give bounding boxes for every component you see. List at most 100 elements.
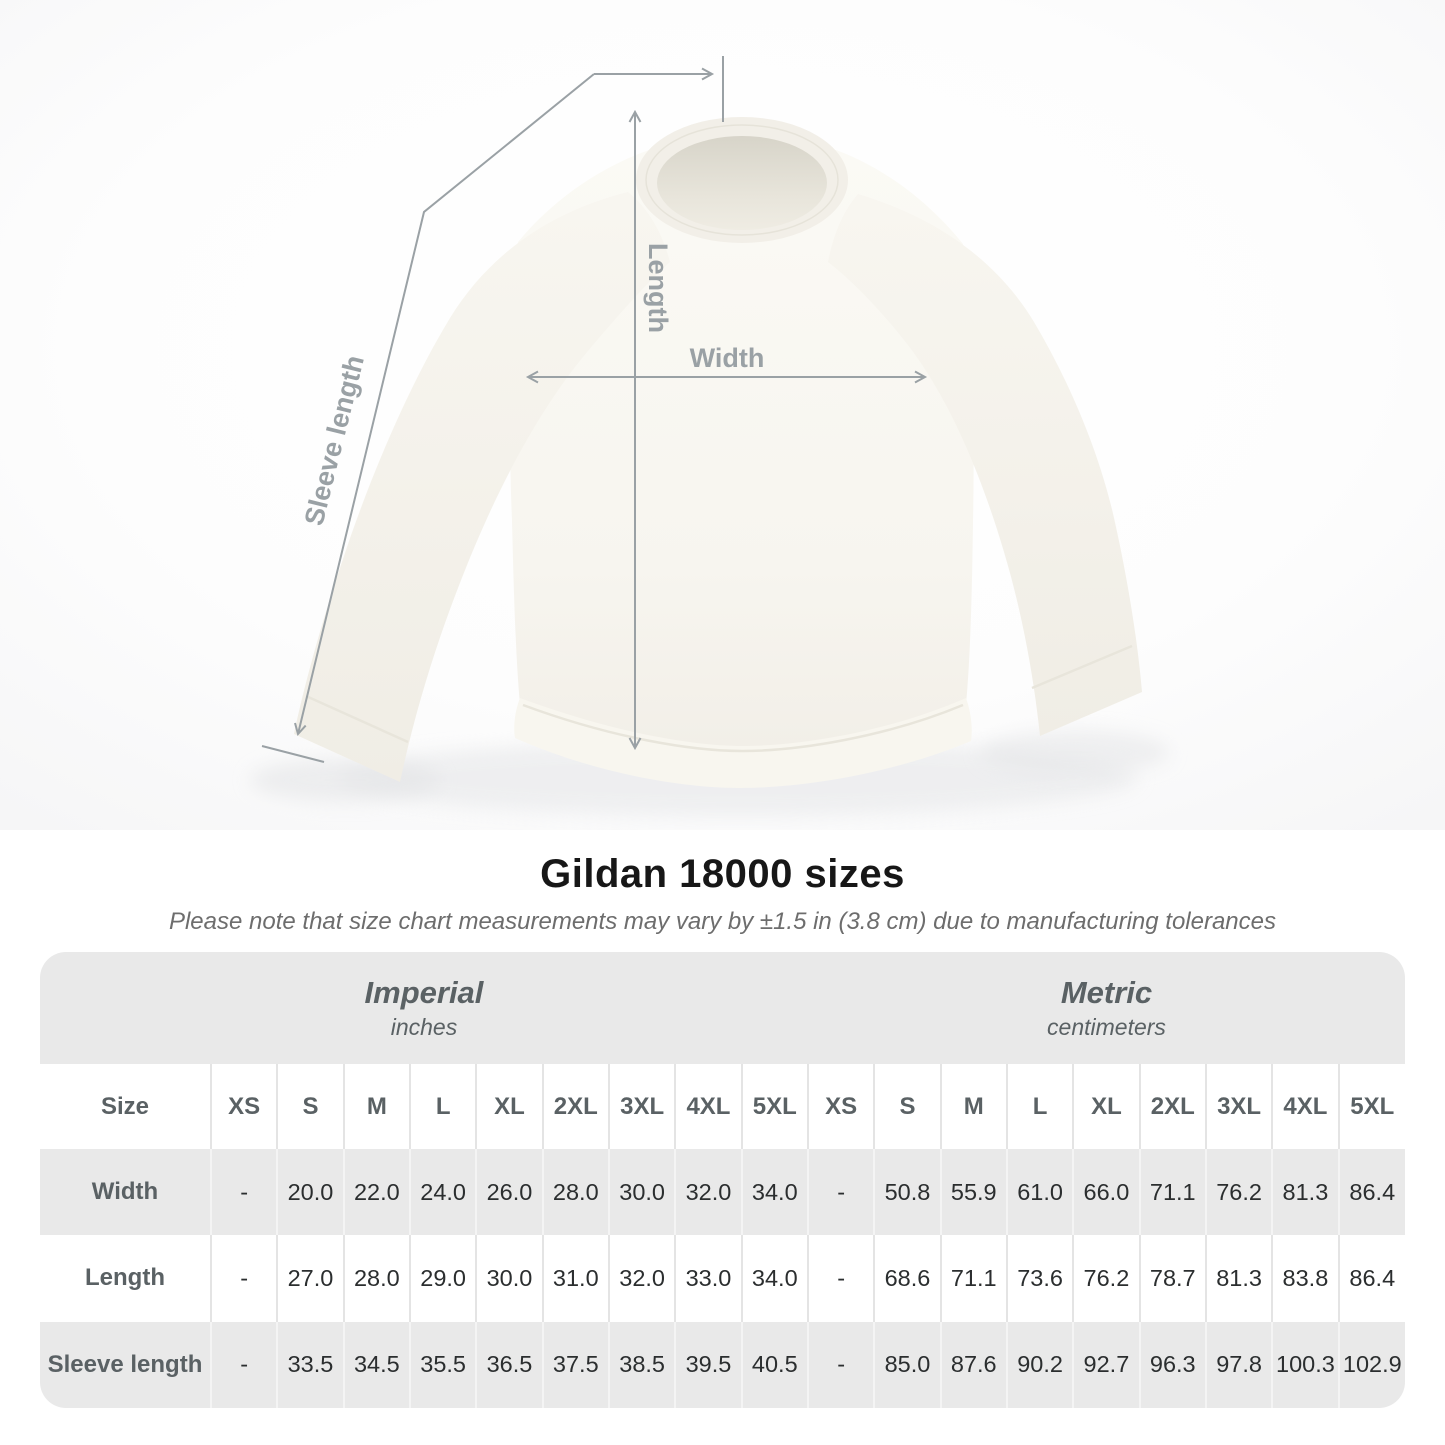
size-col-header: 3XL [1205,1064,1274,1149]
value-cell: 31.0 [542,1235,610,1322]
value-cell: 90.2 [1006,1321,1075,1408]
length-row: Length - 27.0 28.0 29.0 30.0 31.0 32.0 3… [40,1235,1405,1322]
width-label: Width [690,343,765,373]
size-col-header: 2XL [1139,1064,1207,1149]
value-cell: 66.0 [1073,1148,1141,1236]
row-label-width: Width [40,1148,212,1236]
left-cuff-shadow [250,758,440,802]
value-cell: 87.6 [940,1321,1008,1408]
value-cell: - [211,1235,279,1322]
imperial-group-header: Imperial inches [40,952,808,1065]
size-table: Imperial inches Metric centimeters Size … [40,952,1405,1408]
value-cell: 38.5 [608,1321,677,1408]
value-cell: 76.2 [1205,1148,1274,1236]
metric-unit: centimeters [1047,1014,1166,1041]
value-cell: 30.0 [476,1235,544,1322]
sweatshirt-measurement-diagram: Length Width Sleeve length [0,0,1445,830]
size-col-header: 2XL [542,1064,610,1149]
value-cell: 55.9 [940,1148,1008,1236]
value-cell: 100.3 [1272,1321,1340,1408]
value-cell: 71.1 [1139,1148,1207,1236]
value-cell: 81.3 [1205,1235,1274,1322]
value-cell: 78.7 [1139,1235,1207,1322]
value-cell: 34.0 [741,1148,809,1236]
value-cell: 73.6 [1006,1235,1075,1322]
row-label-length: Length [40,1235,212,1322]
page-title: Gildan 18000 sizes [540,852,905,896]
value-cell: 50.8 [874,1148,942,1236]
value-cell: 39.5 [675,1321,743,1408]
value-cell: 83.8 [1272,1235,1340,1322]
value-cell: 76.2 [1073,1235,1141,1322]
value-cell: - [211,1321,279,1408]
value-cell: 27.0 [277,1235,345,1322]
size-col-header: M [343,1064,411,1149]
value-cell: 26.0 [476,1148,544,1236]
right-cuff-seam [1031,644,1133,690]
imperial-unit: inches [390,1014,458,1041]
sleeve-length-row: Sleeve length - 33.5 34.5 35.5 36.5 37.5… [40,1321,1405,1408]
value-cell: 86.4 [1338,1235,1405,1322]
sleeve-length-line [294,73,595,737]
value-cell: - [807,1148,876,1236]
value-cell: 35.5 [409,1321,478,1408]
size-header-row: Size XS S M L XL 2XL 3XL 4XL 5XL XS S M … [40,1064,1405,1149]
waistband-seam [522,703,964,753]
value-cell: - [211,1148,279,1236]
value-cell: 102.9 [1338,1321,1405,1408]
metric-group-header: Metric centimeters [807,952,1405,1065]
size-col-header: XS [807,1064,876,1149]
value-cell: - [807,1235,876,1322]
right-sleeve [828,194,1142,736]
value-cell: 61.0 [1006,1148,1075,1236]
size-col-header: XL [1073,1064,1141,1149]
value-cell: 85.0 [874,1321,942,1408]
waistband [514,698,972,788]
width-row: Width - 20.0 22.0 24.0 26.0 28.0 30.0 32… [40,1148,1405,1236]
value-cell: 33.5 [277,1321,345,1408]
value-cell: 22.0 [343,1148,411,1236]
value-cell: 92.7 [1073,1321,1141,1408]
size-col-header: S [874,1064,942,1149]
value-cell: 86.4 [1338,1148,1405,1236]
size-col-header: 4XL [1272,1064,1340,1149]
imperial-label: Imperial [364,975,484,1011]
value-cell: 33.0 [675,1235,743,1322]
value-cell: 30.0 [608,1148,677,1236]
size-col-header: S [277,1064,345,1149]
size-col-header: 3XL [608,1064,677,1149]
size-header-label: Size [40,1064,212,1149]
right-cuff-shadow [980,730,1170,774]
value-cell: 32.0 [675,1148,743,1236]
value-cell: 24.0 [409,1148,478,1236]
left-sleeve [294,192,670,782]
value-cell: 29.0 [409,1235,478,1322]
size-col-header: M [940,1064,1008,1149]
value-cell: 71.1 [940,1235,1008,1322]
metric-label: Metric [1060,975,1153,1011]
size-col-header: 4XL [675,1064,743,1149]
value-cell: 34.5 [343,1321,411,1408]
neck-opening [657,136,827,230]
sweatshirt-illustration [250,117,1170,816]
size-col-header: XS [211,1064,279,1149]
measurement-annotations [261,56,928,763]
value-cell: 81.3 [1272,1148,1340,1236]
collar-seam [645,124,839,236]
value-cell: 96.3 [1139,1321,1207,1408]
value-cell: 36.5 [476,1321,544,1408]
row-label-sleeve-length: Sleeve length [40,1321,212,1408]
size-col-header: 5XL [1338,1064,1405,1149]
cuff-tick [261,745,325,763]
size-table-card: Imperial inches Metric centimeters Size … [40,952,1405,1408]
value-cell: 97.8 [1205,1321,1274,1408]
value-cell: 40.5 [741,1321,809,1408]
value-cell: 37.5 [542,1321,610,1408]
left-cuff-seam [305,694,409,744]
tolerance-note: Please note that size chart measurements… [168,908,1277,935]
size-col-header: 5XL [741,1064,809,1149]
value-cell: 32.0 [608,1235,677,1322]
value-cell: 28.0 [542,1148,610,1236]
length-label: Length [643,243,673,333]
